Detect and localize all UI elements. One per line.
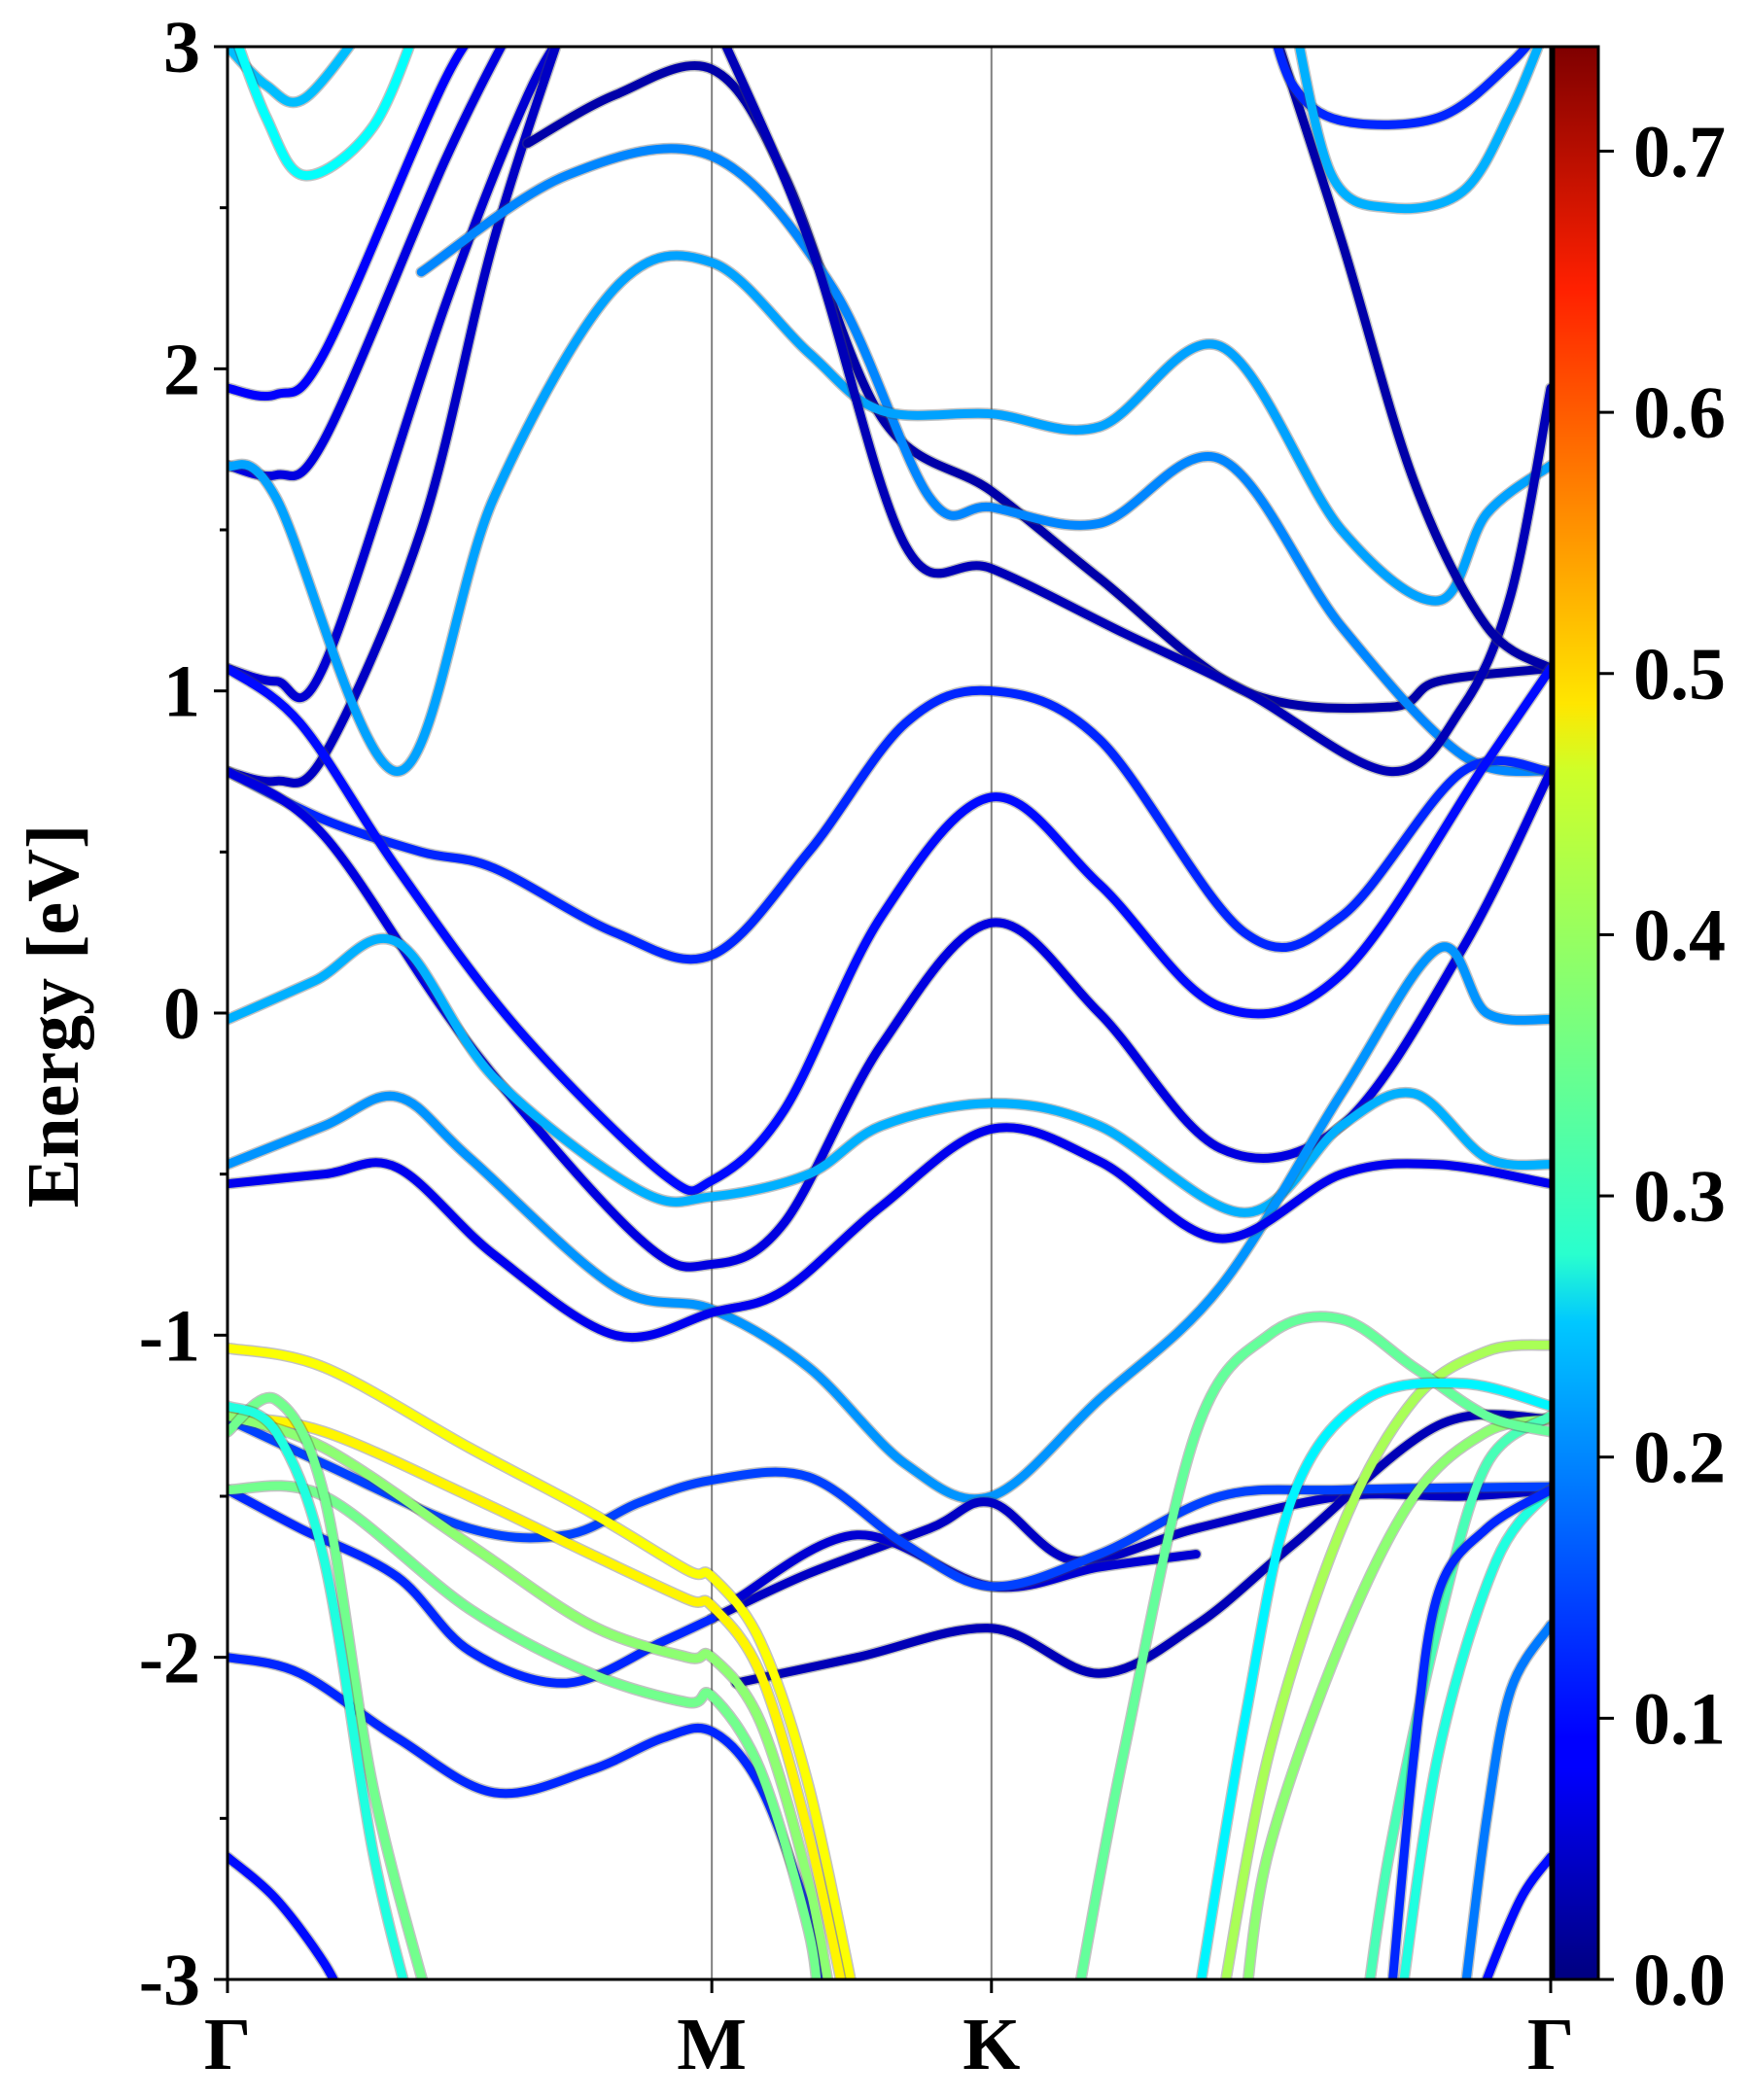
band-right-blue-2 [1461,1621,1551,1979]
band-fermi-2 [228,942,1551,1504]
band-conduction-4 [228,47,561,788]
colorbar-tick-label: 0.2 [1633,1418,1726,1499]
band-conduction-7 [228,685,1551,964]
band-right-upper-1 [1273,47,1532,129]
band-peak-m [523,60,1551,714]
y-tick-label: -3 [139,1940,200,2021]
band-valence-blue-2 [228,1485,717,1688]
band-right-green-4 [1399,1485,1551,1979]
band-right-green-1 [1221,1340,1551,1979]
band-valence-green-3-edge [228,1410,834,1979]
band-k-up-edge [719,47,1551,778]
bands-layer [228,47,1551,1979]
x-tick-label: Γ [204,2004,251,2085]
colorbar-axis: 0.0 0.1 0.2 0.3 0.4 0.5 0.6 0.7 [1598,111,1726,2021]
band-mid-1 [228,664,1551,1196]
band-conduction-3 [228,47,560,703]
colorbar-tick-label: 0.7 [1633,111,1726,192]
y-tick-label: 2 [163,329,200,410]
band-conduction-6 [228,47,507,481]
x-tick-label: K [962,2004,1020,2085]
y-tick-label: 0 [163,973,200,1055]
band-right-green-2 [1243,1415,1551,1979]
band-right-cyan-1 [1197,1378,1551,1979]
band-k-up [721,47,1551,777]
band-right-blue-3 [1482,1852,1551,1979]
band-k-down [1275,47,1551,673]
band-right-green-5 [1076,1312,1551,1979]
band-peak-m-edge [521,59,1551,715]
high-symmetry-lines [711,47,993,1979]
band-m-high-2 [416,144,1551,777]
band-valence-blue-3 [228,1852,339,1979]
colorbar-tick-label: 0.6 [1633,372,1726,454]
band-valence-green-2 [228,1411,846,1979]
x-tick-label: M [677,2004,747,2085]
band-m-high-3 [228,251,1551,776]
band-valence-dark-1 [707,1485,1551,1624]
band-valence-blue-1 [228,1415,1551,1592]
y-tick-label: -1 [139,1295,200,1377]
colorbar-tick-label: 0.3 [1633,1156,1726,1238]
band-right-blue-1 [1388,1485,1551,1979]
band-fermi-1 [228,933,1551,1217]
band-valence-green-3 [228,1411,832,1979]
y-tick-label: 1 [163,651,200,733]
band-fermi-3 [228,1123,1551,1343]
band-right-upper-2 [1295,47,1543,214]
band-conduction-5 [228,47,470,401]
band-right-blue-3-edge [1480,1851,1551,1979]
band-right-green-3 [1365,1411,1551,1979]
band-valence-dark-2 [731,1410,1551,1688]
band-valence-green-6 [228,1401,408,1979]
y-axis: -3 -2 -1 0 1 2 3 [139,7,228,2021]
band-valence-blue-3-edge [228,1851,340,1979]
y-axis-title: Energy [eV] [13,824,94,1208]
colorbar-tick-label: 0.1 [1633,1678,1726,1760]
colorbar-tick-label: 0.4 [1633,894,1726,976]
colorbar [1552,45,1600,1981]
band-right-blue-2-edge [1460,1619,1551,1979]
band-valence-green-5 [228,1393,427,1979]
plot-frame [226,45,1553,1981]
band-valence-green-4 [228,1481,822,1979]
colorbar-tick-label: 0.0 [1633,1940,1726,2021]
y-tick-label: 3 [163,7,200,88]
band-fermi-3-edge [228,1121,1551,1344]
y-tick-label: -2 [139,1618,200,1699]
band-conduction-2 [233,47,414,181]
x-tick-label: Γ [1527,2004,1574,2085]
colorbar-tick-label: 0.5 [1633,634,1726,716]
band-valence-green-1 [228,1344,856,1979]
